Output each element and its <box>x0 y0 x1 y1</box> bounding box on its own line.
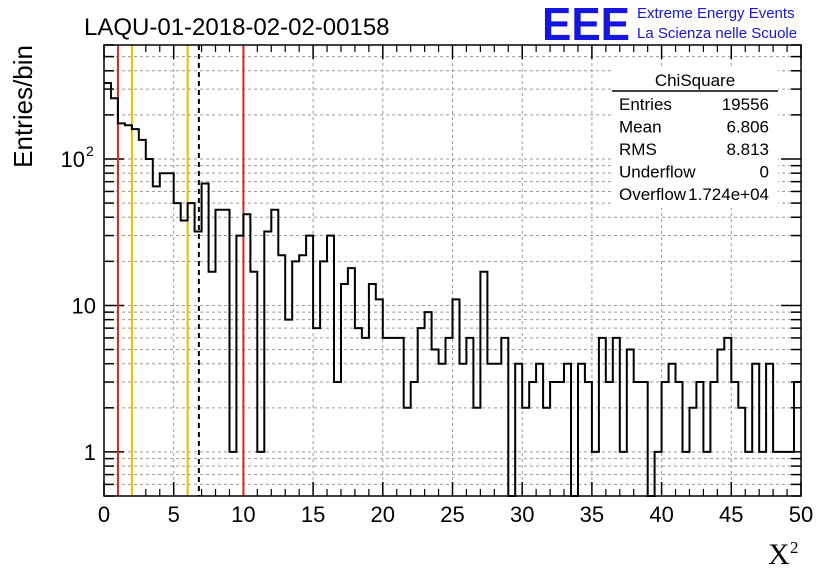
stats-row-label: RMS <box>619 140 657 159</box>
x-tick-label: 45 <box>719 502 743 527</box>
logo-line1: Extreme Energy Events <box>637 5 795 22</box>
x-tick-label: 25 <box>440 502 464 527</box>
x-tick-label: 50 <box>789 502 813 527</box>
y-tick-label: 10 <box>72 293 96 318</box>
stats-row-label: Underflow <box>619 163 696 182</box>
eee-logo: EEE Extreme Energy Events La Scienza nel… <box>542 0 797 50</box>
stats-row-value: 19556 <box>722 95 769 114</box>
chart-title: LAQU-01-2018-02-02-00158 <box>84 14 390 41</box>
reference-lines <box>116 45 245 496</box>
stats-box: ChiSquare Entries 19556 Mean 6.806 RMS 8.813 U… <box>612 68 778 208</box>
x-tick-labels: 0 5 10 15 20 25 30 35 40 45 50 <box>98 502 813 527</box>
y-axis-label: Entries/bin <box>8 45 38 168</box>
x-tick-label: 0 <box>98 502 110 527</box>
stats-box-title: ChiSquare <box>655 71 735 90</box>
x-tick-label: 10 <box>231 502 255 527</box>
x-tick-label: 5 <box>168 502 180 527</box>
x-axis-label-superscript: 2 <box>790 538 799 557</box>
stats-row-label: Overflow <box>619 185 687 204</box>
x-tick-label: 35 <box>580 502 604 527</box>
x-tick-label: 15 <box>301 502 325 527</box>
x-tick-label: 40 <box>649 502 673 527</box>
logo-mark: EEE <box>542 0 630 50</box>
stats-row-value: 6.806 <box>726 118 769 137</box>
grid <box>104 44 801 497</box>
y-tick-label-exponent: 2 <box>86 143 94 159</box>
x-tick-label: 30 <box>510 502 534 527</box>
stats-row-value: 0 <box>760 163 769 182</box>
y-tick-label: 1 <box>84 440 96 465</box>
x-axis-label: X 2 <box>768 538 799 571</box>
x-tick-label: 20 <box>371 502 395 527</box>
y-tick-label: 10 <box>61 147 85 172</box>
plot-frame <box>103 44 802 497</box>
stats-row-label: Mean <box>619 118 662 137</box>
x-axis-label-main: X <box>768 538 790 571</box>
stats-row-value: 8.813 <box>726 140 769 159</box>
stats-row-label: Entries <box>619 95 672 114</box>
histogram-bars <box>104 82 801 497</box>
logo-line2: La Scienza nelle Scuole <box>637 25 797 42</box>
stats-row-value: 1.724e+04 <box>688 185 769 204</box>
